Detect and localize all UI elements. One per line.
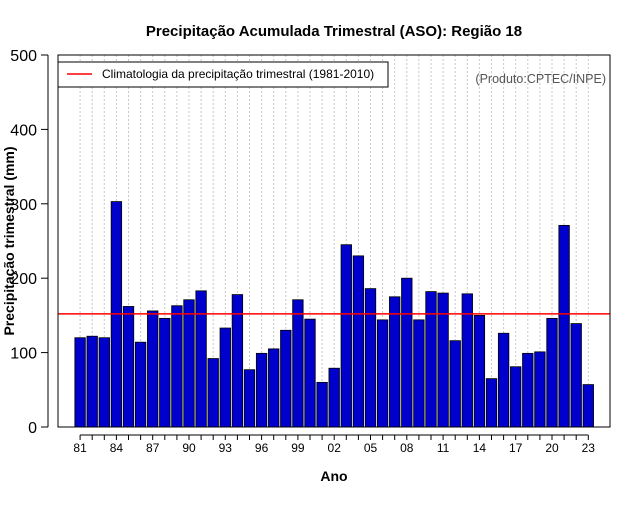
bar-2012 — [449, 340, 461, 428]
bar-2023 — [582, 384, 594, 428]
bar-2008 — [401, 277, 413, 428]
bar-1992 — [207, 358, 219, 428]
bar-1997 — [268, 348, 280, 428]
bar-2017 — [510, 366, 522, 428]
bar-1996 — [255, 352, 268, 428]
bar-2003 — [340, 244, 352, 428]
bar-2007 — [389, 296, 401, 428]
bar-2010 — [425, 291, 437, 428]
x-tick-label: 23 — [582, 441, 596, 455]
bar-1988 — [159, 317, 171, 428]
x-tick-label: 84 — [110, 441, 124, 455]
x-tick-label: 11 — [437, 441, 450, 455]
bar-2005 — [364, 288, 377, 428]
legend-climatology-label: Climatologia da precipitação trimestral … — [102, 67, 374, 81]
source-note: (Produto:CPTEC/INPE) — [475, 72, 606, 86]
bar-2004 — [352, 255, 365, 428]
x-tick-label: 99 — [291, 441, 305, 455]
y-tick-label: 400 — [10, 122, 37, 139]
bar-2009 — [413, 319, 425, 428]
bar-1995 — [243, 369, 256, 428]
plot-frame — [57, 54, 611, 428]
bar-2015 — [485, 378, 498, 428]
bar-1986 — [134, 341, 147, 428]
bar-1985 — [122, 306, 135, 428]
bar-2019 — [534, 351, 546, 428]
bar-2006 — [376, 319, 389, 428]
bar-2018 — [522, 352, 534, 428]
x-tick-label: 14 — [473, 441, 487, 455]
chart-title: Precipitação Acumulada Trimestral (ASO):… — [146, 23, 522, 40]
bar-1981 — [74, 337, 86, 428]
bar-2022 — [570, 323, 582, 428]
x-tick-label: 05 — [364, 441, 378, 455]
x-tick-label: 17 — [509, 441, 523, 455]
bar-1993 — [219, 327, 231, 428]
x-tick-label: 96 — [255, 441, 269, 455]
bar-1990 — [183, 299, 195, 428]
bar-2020 — [546, 317, 558, 428]
y-axis: 0 100 200 300 400 500 — [10, 48, 49, 437]
y-axis-label: Precipitação trimestral (mm) — [1, 146, 17, 335]
x-tick-label: 87 — [146, 441, 160, 455]
y-tick-label: 200 — [10, 271, 37, 288]
bar-2000 — [304, 318, 316, 428]
y-tick-label: 300 — [10, 197, 37, 214]
x-tick-label: 08 — [400, 441, 414, 455]
bar-2016 — [497, 332, 510, 428]
x-axis-label: Ano — [320, 468, 347, 484]
y-tick-label: 500 — [10, 48, 37, 65]
legend-box — [57, 61, 389, 88]
y-tick-label: 100 — [10, 346, 37, 363]
bar-2014 — [473, 314, 486, 428]
x-tick-label: 20 — [545, 441, 559, 455]
x-tick-label: 90 — [182, 441, 196, 455]
bar-1991 — [195, 290, 207, 428]
bar-1989 — [171, 305, 183, 428]
bars — [74, 201, 594, 428]
bar-1987 — [147, 310, 159, 428]
bar-2002 — [328, 367, 340, 428]
bar-1983 — [98, 337, 110, 428]
y-tick-label: 0 — [28, 420, 37, 437]
legend: Climatologia da precipitação trimestral … — [57, 61, 389, 88]
x-axis: 81 84 87 90 93 96 99 02 05 08 11 14 17 20 23 — [73, 434, 596, 455]
bar-1982 — [86, 335, 98, 428]
x-tick-label: 02 — [328, 441, 342, 455]
bar-1998 — [280, 329, 292, 428]
bar-2021 — [558, 224, 570, 428]
bar-1999 — [292, 299, 304, 428]
bar-2001 — [316, 381, 328, 428]
x-tick-label: 93 — [219, 441, 233, 455]
x-tick-label: 81 — [73, 441, 87, 455]
